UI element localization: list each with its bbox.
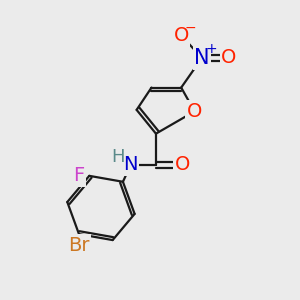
- Text: Br: Br: [68, 236, 90, 255]
- Text: F: F: [73, 166, 85, 185]
- Text: N: N: [194, 48, 210, 68]
- Text: O: O: [221, 48, 236, 68]
- Text: −: −: [185, 20, 197, 34]
- Text: O: O: [173, 26, 189, 45]
- Text: O: O: [175, 155, 190, 174]
- Text: H: H: [111, 148, 125, 166]
- Text: N: N: [123, 155, 138, 174]
- Text: +: +: [206, 42, 217, 56]
- Text: O: O: [187, 102, 202, 121]
